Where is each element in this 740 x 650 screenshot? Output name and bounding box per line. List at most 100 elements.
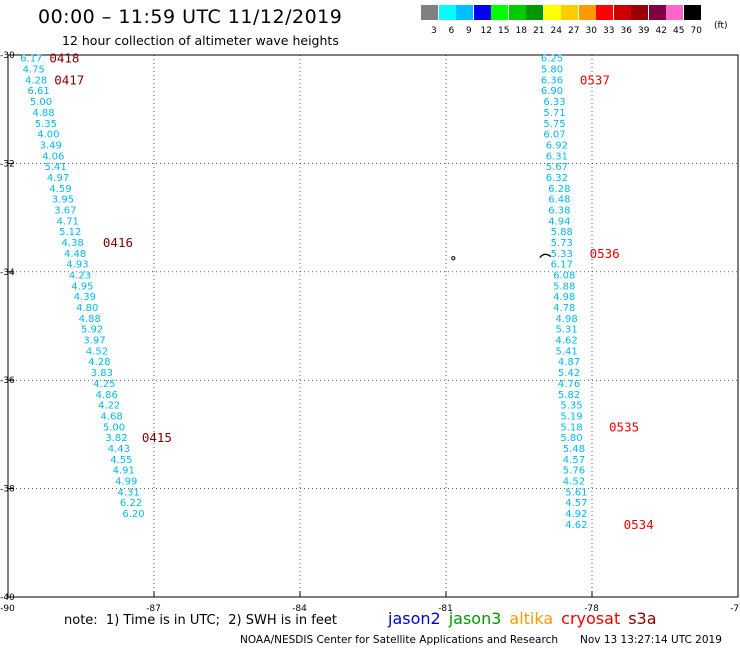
swh-value: 4.57 bbox=[563, 455, 585, 466]
pass-time-label: 0537 bbox=[580, 72, 610, 87]
swh-value: 6.08 bbox=[553, 271, 575, 282]
legend-label: 3 bbox=[431, 26, 437, 36]
swh-value: 4.39 bbox=[74, 292, 96, 303]
swh-value: 5.88 bbox=[553, 281, 575, 292]
swh-value: 6.92 bbox=[546, 140, 568, 151]
island-shape bbox=[539, 253, 552, 259]
swh-value: 4.78 bbox=[553, 303, 575, 314]
swh-value: 4.68 bbox=[100, 411, 122, 422]
legend-label: 33 bbox=[603, 26, 615, 36]
swh-value: 6.61 bbox=[27, 86, 49, 97]
legend-label: 18 bbox=[515, 26, 527, 36]
swh-value: 5.92 bbox=[81, 325, 103, 336]
lon-tick-label: -75 bbox=[730, 604, 740, 614]
swh-value: 4.91 bbox=[113, 466, 135, 477]
satellite-jason2-label: jason2 bbox=[388, 609, 441, 628]
swh-value: 5.71 bbox=[543, 108, 565, 119]
legend-swatch bbox=[578, 5, 596, 20]
swh-value: 6.33 bbox=[543, 97, 565, 108]
swh-value: 5.33 bbox=[551, 249, 573, 260]
legend-label: 6 bbox=[448, 26, 455, 36]
swh-value: 4.75 bbox=[23, 65, 45, 76]
page-subtitle: 12 hour collection of altimeter wave hei… bbox=[62, 33, 339, 48]
swh-value: 4.95 bbox=[71, 281, 93, 292]
swh-value: 5.80 bbox=[560, 433, 582, 444]
swh-value: 6.20 bbox=[122, 509, 144, 520]
swh-value: 5.41 bbox=[556, 346, 578, 357]
legend-swatch bbox=[491, 5, 508, 20]
legend-swatch bbox=[613, 5, 631, 20]
swh-value: 4.62 bbox=[565, 520, 587, 531]
swh-value: 5.82 bbox=[558, 390, 580, 401]
swh-value: 4.88 bbox=[32, 108, 54, 119]
lon-tick-label: -90 bbox=[0, 604, 15, 614]
legend-label: 21 bbox=[533, 26, 545, 36]
swh-value: 5.00 bbox=[103, 422, 125, 433]
pass-time-label: 0535 bbox=[609, 419, 639, 434]
swh-value: 4.52 bbox=[86, 346, 108, 357]
swh-value: 4.98 bbox=[556, 314, 578, 325]
swh-value: 4.22 bbox=[98, 401, 120, 412]
legend-label: 24 bbox=[550, 26, 562, 36]
lat-tick-label: -30 bbox=[0, 51, 15, 61]
swh-value: 6.38 bbox=[548, 205, 570, 216]
satellite-cryosat-label: cryosat bbox=[561, 609, 621, 628]
swh-value: 5.42 bbox=[558, 368, 580, 379]
swh-value: 6.25 bbox=[541, 54, 563, 65]
swh-value: 4.38 bbox=[62, 238, 84, 249]
legend-label: 30 bbox=[585, 26, 597, 36]
swh-value: 4.43 bbox=[108, 444, 130, 455]
legend-swatch bbox=[596, 5, 613, 20]
swh-value: 5.00 bbox=[30, 97, 52, 108]
lon-tick-label: -78 bbox=[584, 604, 599, 614]
legend-label: 27 bbox=[568, 26, 580, 36]
swh-value: 5.61 bbox=[565, 487, 587, 498]
swh-value: 6.32 bbox=[546, 173, 568, 184]
swh-value: 5.73 bbox=[551, 238, 573, 249]
legend-swatch bbox=[561, 5, 578, 20]
swh-value: 3.67 bbox=[54, 205, 76, 216]
island-shape bbox=[451, 256, 456, 261]
swh-value: 5.18 bbox=[560, 422, 582, 433]
swh-value: 5.35 bbox=[35, 119, 57, 130]
swh-value: 4.99 bbox=[115, 476, 137, 487]
legend-unit: (ft) bbox=[714, 21, 728, 31]
satellite-altika-label: altika bbox=[509, 609, 554, 628]
pass-time-label: 0416 bbox=[103, 235, 133, 250]
swh-value: 4.98 bbox=[553, 292, 575, 303]
pass-time-label: 0536 bbox=[590, 246, 620, 261]
legend-swatch bbox=[543, 5, 561, 20]
swh-value: 4.80 bbox=[76, 303, 98, 314]
swh-value: 5.67 bbox=[546, 162, 568, 173]
legend-label: 12 bbox=[480, 26, 492, 36]
swh-value: 4.57 bbox=[565, 498, 587, 509]
legend-swatch bbox=[683, 5, 701, 20]
lat-tick-label: -34 bbox=[0, 268, 15, 278]
page-title: 00:00 – 11:59 UTC 11/12/2019 bbox=[38, 6, 343, 28]
map-frame bbox=[7, 54, 739, 598]
legend-label: 9 bbox=[466, 26, 472, 36]
swh-value: 3.82 bbox=[105, 433, 127, 444]
legend-label: 15 bbox=[498, 26, 510, 36]
swh-value: 4.28 bbox=[88, 357, 110, 368]
legend-swatch bbox=[648, 5, 666, 20]
swh-value: 4.71 bbox=[57, 216, 79, 227]
swh-value: 4.25 bbox=[93, 379, 115, 390]
swh-value: 6.07 bbox=[543, 130, 565, 141]
swh-value: 4.97 bbox=[47, 173, 69, 184]
swh-value: 3.49 bbox=[40, 140, 62, 151]
pass-time-label: 0417 bbox=[54, 72, 84, 87]
swh-value: 4.52 bbox=[563, 476, 585, 487]
legend-label: 39 bbox=[638, 26, 650, 36]
legend-swatch bbox=[438, 5, 456, 20]
pass-time-label: 0418 bbox=[49, 51, 79, 66]
lat-tick-label: -38 bbox=[0, 485, 15, 495]
satellite-s3a-label: s3a bbox=[628, 609, 657, 628]
swh-value: 5.35 bbox=[560, 401, 582, 412]
legend-label: 45 bbox=[673, 26, 685, 36]
swh-value: 6.90 bbox=[541, 86, 563, 97]
legend-swatch bbox=[631, 5, 648, 20]
swh-value: 3.83 bbox=[91, 368, 113, 379]
swh-value: 4.86 bbox=[96, 390, 118, 401]
